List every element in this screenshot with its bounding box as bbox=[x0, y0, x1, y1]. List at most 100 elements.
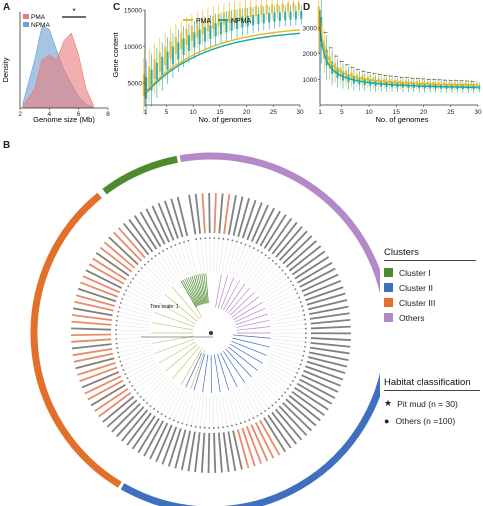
tree-branch bbox=[172, 346, 200, 380]
leaf-dot bbox=[118, 306, 121, 309]
leaf-line bbox=[221, 239, 229, 273]
leaf-dot bbox=[162, 250, 165, 252]
leaf-label bbox=[306, 292, 346, 306]
x-tick-label: 20 bbox=[420, 109, 428, 116]
tree-branch bbox=[180, 348, 203, 386]
panel-a-xlabel: Genome size (Mb) bbox=[33, 115, 95, 124]
leaf-dot bbox=[244, 420, 246, 423]
leaf-label bbox=[176, 196, 189, 237]
leaf-line bbox=[177, 391, 190, 423]
leaf-label bbox=[237, 198, 250, 238]
leaf-label bbox=[274, 408, 303, 441]
leaf-line bbox=[118, 345, 151, 353]
leaf-line bbox=[218, 238, 224, 272]
box bbox=[294, 11, 297, 20]
leaf-dot bbox=[183, 241, 185, 243]
leaf-label bbox=[306, 360, 346, 375]
tree-branch bbox=[154, 312, 195, 328]
leaf-label bbox=[77, 362, 116, 376]
leaf-label bbox=[180, 430, 192, 471]
leaf-dot bbox=[281, 394, 284, 397]
leaf-line bbox=[246, 255, 266, 283]
leaf-line bbox=[200, 394, 205, 428]
box bbox=[228, 11, 231, 23]
leaf-line bbox=[257, 270, 283, 293]
leaf-label bbox=[170, 198, 184, 238]
leaf-dot bbox=[292, 284, 295, 287]
leaf-label bbox=[236, 429, 250, 469]
fit-line-npma bbox=[144, 32, 301, 95]
leaf-line bbox=[146, 378, 170, 404]
leaf-dot bbox=[304, 318, 306, 321]
box bbox=[169, 41, 172, 60]
leaf-line bbox=[253, 263, 277, 288]
x-tick-label: 30 bbox=[474, 109, 482, 116]
leaf-dot bbox=[153, 408, 155, 410]
leaf-line bbox=[175, 244, 188, 276]
tree-branch bbox=[185, 352, 203, 388]
leaf-label bbox=[174, 429, 187, 469]
tree-branch bbox=[225, 348, 252, 378]
box bbox=[238, 8, 242, 20]
leaf-line bbox=[150, 380, 172, 407]
leaf-line bbox=[261, 277, 289, 297]
box bbox=[254, 6, 258, 16]
leaf-line bbox=[179, 243, 191, 275]
leaf-line bbox=[140, 374, 166, 397]
cluster-others-swatch bbox=[384, 313, 393, 322]
leaf-line bbox=[259, 371, 286, 393]
legend-cluster-2: Cluster II bbox=[384, 280, 476, 295]
tree-branch bbox=[223, 280, 240, 311]
leaf-line bbox=[264, 364, 293, 382]
leaf-label bbox=[82, 275, 120, 294]
box bbox=[171, 46, 175, 65]
leaf-line bbox=[119, 307, 152, 317]
leaf-label bbox=[131, 415, 156, 450]
leaf-label bbox=[294, 386, 329, 411]
leaf-label bbox=[74, 300, 114, 312]
tree-branch bbox=[215, 273, 222, 308]
leaf-line bbox=[270, 350, 303, 361]
box bbox=[233, 9, 236, 22]
tree-branch bbox=[227, 346, 258, 371]
leaf-dot bbox=[289, 384, 292, 386]
leaf-line bbox=[272, 319, 306, 325]
leaf-line bbox=[204, 394, 208, 428]
leaf-dot bbox=[136, 392, 139, 395]
leaf-line bbox=[265, 361, 296, 378]
leaf-dot bbox=[248, 245, 251, 248]
leaf-label bbox=[250, 424, 269, 462]
leaf-line bbox=[272, 338, 306, 343]
leaf-line bbox=[159, 253, 178, 282]
leaf-label bbox=[301, 273, 339, 293]
leaf-dot bbox=[120, 364, 123, 367]
habitat-divider bbox=[384, 390, 480, 391]
leaf-line bbox=[269, 301, 301, 313]
x-tick-label: 5 bbox=[340, 109, 344, 116]
leaf-line bbox=[230, 391, 241, 424]
leaf-label bbox=[71, 338, 112, 343]
leaf-dot bbox=[137, 270, 140, 273]
box bbox=[330, 61, 334, 74]
leaf-dot bbox=[195, 238, 198, 241]
leaf-dot bbox=[264, 410, 267, 412]
leaf-label bbox=[267, 217, 293, 252]
tree-branch bbox=[229, 291, 256, 316]
leaf-dot bbox=[289, 280, 292, 283]
leaf-label bbox=[296, 382, 333, 405]
leaf-label bbox=[187, 431, 196, 472]
leaf-line bbox=[162, 250, 180, 280]
box bbox=[174, 36, 177, 54]
leaf-dot bbox=[227, 238, 229, 241]
leaf-line bbox=[126, 290, 156, 306]
fit-line-pma bbox=[144, 29, 301, 94]
box bbox=[164, 46, 167, 66]
tree-branch bbox=[214, 354, 221, 393]
leaf-line bbox=[248, 257, 270, 285]
leaf-dot bbox=[203, 426, 206, 429]
leaf-label bbox=[308, 351, 349, 361]
leaf-line bbox=[155, 255, 175, 283]
leaf-label bbox=[278, 405, 308, 436]
